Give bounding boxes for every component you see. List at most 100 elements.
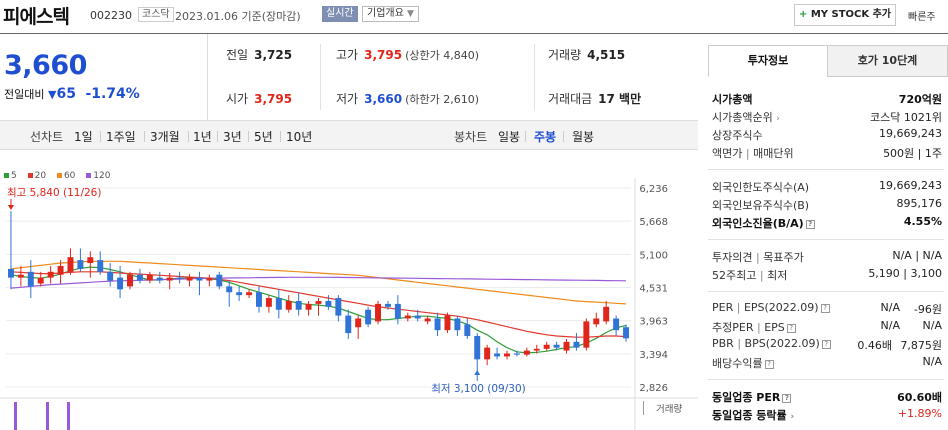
candle-body <box>176 277 183 279</box>
ma-line-20 <box>10 271 627 338</box>
candle-body <box>375 303 381 322</box>
section-divider <box>708 291 944 292</box>
quote-date: 2023.01.06 기준(장마감) <box>175 10 301 23</box>
period-5y[interactable]: 5년 <box>254 130 273 144</box>
pbr-row: PBR | BPS(2022.09)? 0.46배 7,875원 <box>712 337 942 352</box>
candle-body <box>484 347 491 360</box>
candle-body <box>236 292 243 296</box>
period-10y[interactable]: 10년 <box>286 130 313 144</box>
period-divider <box>100 131 101 142</box>
candle-body <box>474 335 481 360</box>
company-name: 피에스텍 <box>3 6 70 28</box>
stock-code: 002230 <box>90 9 132 22</box>
plus-icon: + <box>798 9 808 20</box>
period-divider <box>217 131 218 142</box>
period-divider <box>563 131 564 142</box>
candle-body <box>454 318 461 331</box>
period-1d[interactable]: 1일 <box>74 130 93 144</box>
realtime-button[interactable]: 실시간 <box>322 6 358 22</box>
candle-body <box>573 341 580 348</box>
max-arrow-head <box>7 205 14 210</box>
candle-body <box>434 318 441 331</box>
candle-body <box>603 306 610 322</box>
volume-bar <box>46 402 49 430</box>
candle-body <box>444 315 451 331</box>
foreign-limit-row: 외국인한도주식수(A) 19,669,243 <box>712 179 942 194</box>
low-price: 저가 3,660 (하한가 2,610) <box>336 92 479 106</box>
section-divider <box>708 239 944 240</box>
candle-body <box>186 277 193 281</box>
candle-body <box>127 274 133 287</box>
stat-divider <box>320 44 321 110</box>
price-change: 전일대비 ▼65 -1.74% <box>4 86 140 102</box>
ma-legend-item: 60 <box>56 171 75 181</box>
company-info-dropdown[interactable]: 기업개요 ▼ <box>362 6 419 22</box>
help-icon[interactable]: ? <box>764 359 774 369</box>
tab-invest-info[interactable]: 투자정보 <box>708 45 828 77</box>
help-icon[interactable]: ? <box>820 303 830 313</box>
ma-legend: 5 20 60 120 <box>4 171 118 181</box>
period-3y[interactable]: 3년 <box>223 130 242 144</box>
candle-body <box>543 344 550 349</box>
sector-change-row: 동일업종 등락률 › +1.89% <box>712 407 942 422</box>
candle-body <box>523 350 530 355</box>
week52-row: 52주최고 | 최저 5,190 | 3,100 <box>712 267 942 282</box>
candlestick-chart[interactable]: 6,236 5,668 5,100 4,531 3,963 3,394 2,826 최고 5,… <box>0 150 698 430</box>
chart-period-bar: 선차트 1일 1주일 3개월 1년 3년 5년 10년 봉차트 일봉 주봉 월봉 <box>0 120 698 150</box>
help-icon[interactable]: ? <box>782 393 792 403</box>
sector-per-row: 동일업종 PER? 60.60배 <box>712 391 942 404</box>
market-cap-row: 시가총액 720억원 <box>712 93 942 106</box>
ma-line-120 <box>10 276 627 289</box>
period-3m[interactable]: 3개월 <box>150 130 180 144</box>
opinion-row: 투자의견 | 목표주가 N/A | N/A <box>712 249 942 264</box>
add-my-stock-button[interactable]: + MY STOCK 추가 <box>794 4 896 26</box>
chevron-down-icon: ▼ <box>407 9 414 19</box>
prev-close: 전일 3,725 <box>226 48 293 62</box>
candle-body <box>414 315 421 319</box>
candle-body <box>325 300 332 307</box>
candle-body <box>246 292 253 296</box>
help-icon[interactable]: ? <box>805 219 815 229</box>
ma-legend-item: 5 <box>4 171 17 181</box>
candle-body <box>47 271 54 278</box>
est-per-row: 추정PER | EPS? N/A N/A <box>712 319 942 334</box>
y-tick-label: 6,236 <box>639 184 668 195</box>
candle-body <box>117 277 124 290</box>
candle-weekly[interactable]: 주봉 <box>534 130 557 144</box>
chevron-right-icon: › <box>790 412 795 422</box>
period-1w[interactable]: 1주일 <box>106 130 136 144</box>
candle-body <box>226 286 233 293</box>
candle-body <box>97 260 104 272</box>
period-divider <box>188 131 189 142</box>
candle-body <box>335 298 342 316</box>
candle-body <box>315 300 322 304</box>
period-divider <box>144 131 145 142</box>
y-tick-label: 5,668 <box>639 217 668 228</box>
candle-daily[interactable]: 일봉 <box>498 130 521 144</box>
dividend-row: 배당수익률? N/A <box>712 355 942 370</box>
invest-info-panel: 투자정보 호가 10단계 시가총액 720억원 시가총액순위 › 코스닥 1021위… <box>708 45 948 430</box>
candle-body <box>206 277 213 281</box>
candle-chart-label: 봉차트 <box>454 130 488 144</box>
stock-chart: 5 20 60 120 6,236 5,668 5,100 4,531 3,963 3,3… <box>0 150 698 430</box>
candle-body <box>156 277 163 281</box>
candle-body <box>295 300 302 310</box>
candle-body <box>404 315 411 319</box>
y-tick-label: 5,100 <box>639 250 668 261</box>
period-1y[interactable]: 1년 <box>193 130 212 144</box>
candle-body <box>7 268 14 278</box>
quick-search-link[interactable]: 빠른주 <box>908 12 936 23</box>
high-price: 고가 3,795 (상한가 4,840) <box>336 48 479 62</box>
candle-body <box>17 274 24 278</box>
candle-monthly[interactable]: 월봉 <box>572 130 595 144</box>
shares-row: 상장주식수 19,669,243 <box>712 127 942 142</box>
trade-amount: 거래대금 17 백만 <box>548 92 642 106</box>
tab-hoga[interactable]: 호가 10단계 <box>827 45 948 77</box>
candle-body <box>305 303 312 310</box>
ma-line-60 <box>10 260 627 305</box>
section-divider <box>708 379 944 380</box>
help-icon[interactable]: ? <box>821 339 831 349</box>
volume-legend-mark <box>643 401 644 415</box>
volume: 거래량 4,515 <box>548 48 626 62</box>
help-icon[interactable]: ? <box>786 323 796 333</box>
